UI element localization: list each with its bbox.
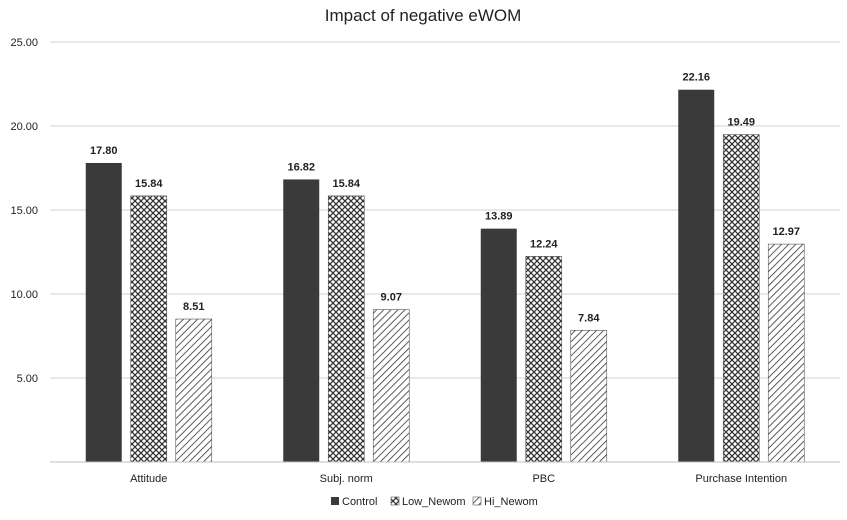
- data-label: 9.07: [381, 292, 402, 304]
- x-axis: Attitude Subj. norm PBC Purchase Intention: [50, 461, 840, 485]
- y-axis: 5.00 10.00 15.00 20.00 25.00: [10, 37, 38, 385]
- bar-hi-newom: [767, 243, 805, 463]
- y-tick-label: 25.00: [10, 37, 38, 49]
- legend-label: Low_Newom: [402, 496, 466, 508]
- bar-low-newom: [327, 195, 365, 463]
- x-category-label: Subj. norm: [320, 473, 373, 485]
- y-tick-label: 10.00: [10, 289, 38, 301]
- legend-swatch: [472, 496, 482, 506]
- bar-control: [678, 89, 715, 462]
- y-tick-label: 5.00: [17, 373, 38, 385]
- bar-low-newom: [722, 134, 760, 463]
- bar-hi-newom: [570, 329, 608, 463]
- y-tick-label: 15.00: [10, 205, 38, 217]
- data-label: 13.89: [485, 211, 513, 223]
- legend-swatch: [331, 497, 339, 505]
- y-tick-label: 20.00: [10, 121, 38, 133]
- bar-low-newom: [130, 195, 168, 463]
- data-label: 15.84: [135, 178, 163, 190]
- x-category-label: Attitude: [130, 473, 167, 485]
- data-label: 12.97: [772, 226, 800, 238]
- x-category-label: PBC: [532, 473, 555, 485]
- legend-label: Control: [342, 496, 377, 508]
- bar-hi-newom: [372, 309, 410, 463]
- data-label: 8.51: [183, 301, 204, 313]
- bar-low-newom: [525, 256, 563, 463]
- bar-hi-newom: [175, 318, 213, 463]
- bar-control: [283, 179, 320, 462]
- gridlines: [50, 41, 840, 379]
- legend-swatch: [390, 496, 400, 506]
- data-label: 22.16: [682, 72, 710, 84]
- chart-title: Impact of negative eWOM: [325, 6, 522, 25]
- x-category-label: Purchase Intention: [695, 473, 787, 485]
- data-label: 7.84: [578, 312, 600, 324]
- bar-control: [85, 162, 122, 462]
- legend-label: Hi_Newom: [484, 496, 538, 508]
- data-label: 16.82: [287, 161, 315, 173]
- legend: Control Low_Newom Hi_Newom: [331, 496, 538, 508]
- bar-control: [480, 228, 517, 462]
- data-label: 17.80: [90, 145, 118, 157]
- bars: 17.80 15.84 8.51 16.82 15.84 9.07 13.89 12.24 7.…: [85, 72, 805, 463]
- data-label: 12.24: [530, 238, 558, 250]
- data-label: 19.49: [727, 117, 755, 129]
- data-label: 15.84: [332, 178, 360, 190]
